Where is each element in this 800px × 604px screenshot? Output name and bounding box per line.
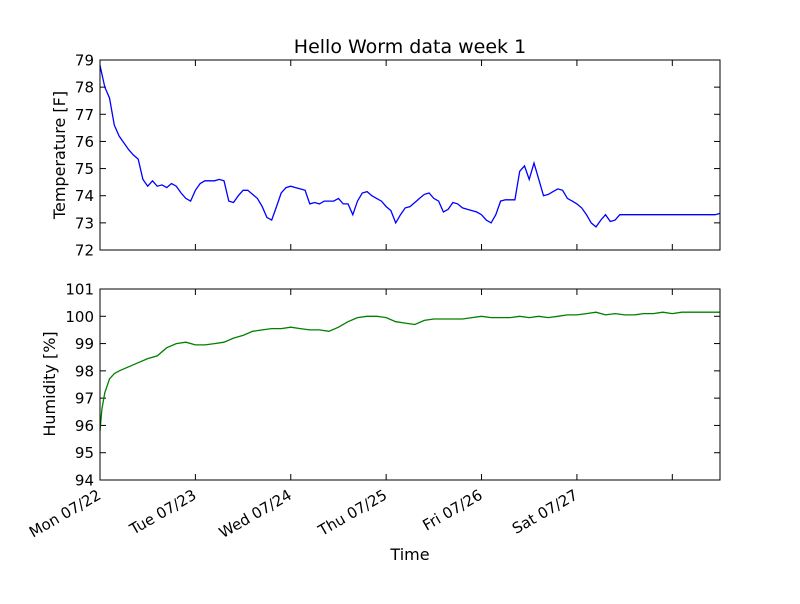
temperature-y-axis-label: Temperature [F] [50,91,69,220]
humidity-y-tick-label: 100 [65,308,94,326]
temperature-panel: 72 73 74 75 76 77 78 79 Temperature [F] [50,52,721,260]
humidity-y-tick-label: 95 [75,444,94,462]
x-axis-label: Time [389,545,429,564]
humidity-y-tick-label: 96 [75,417,94,435]
humidity-y-ticks: 94 95 96 97 98 99 100 101 [65,281,720,490]
humidity-panel: 94 95 96 97 98 99 100 101 Mon 07/22 Tue 07/23 Wed… [26,281,721,564]
temperature-frame [99,59,721,251]
temperature-plot-area [100,60,720,250]
humidity-y-tick-label: 101 [65,281,94,299]
humidity-line [99,311,720,431]
humidity-y-tick-label: 94 [75,472,94,490]
humidity-y-axis-label: Humidity [%] [40,331,59,436]
temperature-y-tick-label: 72 [75,242,94,260]
temperature-y-tick-label: 77 [75,106,94,124]
humidity-frame [99,288,721,481]
x-tick-label: Sat 07/27 [509,486,581,538]
humidity-y-tick-label: 99 [75,335,94,353]
temperature-y-tick-label: 78 [75,79,94,97]
temperature-y-tick-label: 76 [75,133,94,151]
x-tick-label: Fri 07/26 [419,486,485,535]
x-tick-label: Wed 07/24 [216,486,295,542]
humidity-plot-area [100,289,720,480]
temperature-y-tick-label: 79 [75,52,94,70]
chart-title: Hello Worm data week 1 [294,36,526,58]
temperature-line [99,65,721,228]
temperature-y-tick-label: 75 [75,160,94,178]
temperature-y-tick-label: 74 [75,187,94,205]
x-tick-label: Thu 07/25 [314,486,390,540]
temperature-y-tick-label: 73 [75,214,94,232]
x-tick-label: Mon 07/22 [26,486,104,541]
x-tick-label: Tue 07/23 [126,486,200,539]
humidity-y-tick-label: 97 [75,390,94,408]
humidity-y-tick-label: 98 [75,362,94,380]
